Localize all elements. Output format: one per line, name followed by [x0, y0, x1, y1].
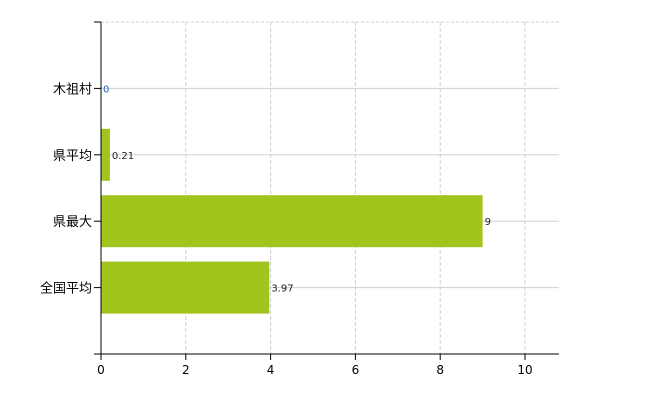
y-tick-label: 県最大 — [53, 215, 92, 230]
data-label: 0.21 — [112, 151, 134, 162]
data-label: 0 — [103, 84, 109, 95]
x-tick-label: 6 — [352, 363, 360, 377]
x-tick-label: 2 — [182, 363, 190, 377]
data-label: 9 — [485, 217, 491, 228]
x-tick-label: 0 — [97, 363, 105, 377]
bar — [101, 195, 483, 248]
y-tick-label: 全国平均 — [40, 281, 92, 297]
bar — [101, 261, 270, 314]
data-label: 3.97 — [271, 284, 293, 295]
x-tick-label: 8 — [436, 363, 444, 377]
bar — [101, 128, 110, 181]
y-tick-label: 木祖村 — [53, 82, 92, 97]
x-tick-label: 10 — [517, 363, 532, 377]
x-tick-label: 4 — [267, 363, 275, 377]
y-tick-label: 県平均 — [53, 149, 92, 164]
